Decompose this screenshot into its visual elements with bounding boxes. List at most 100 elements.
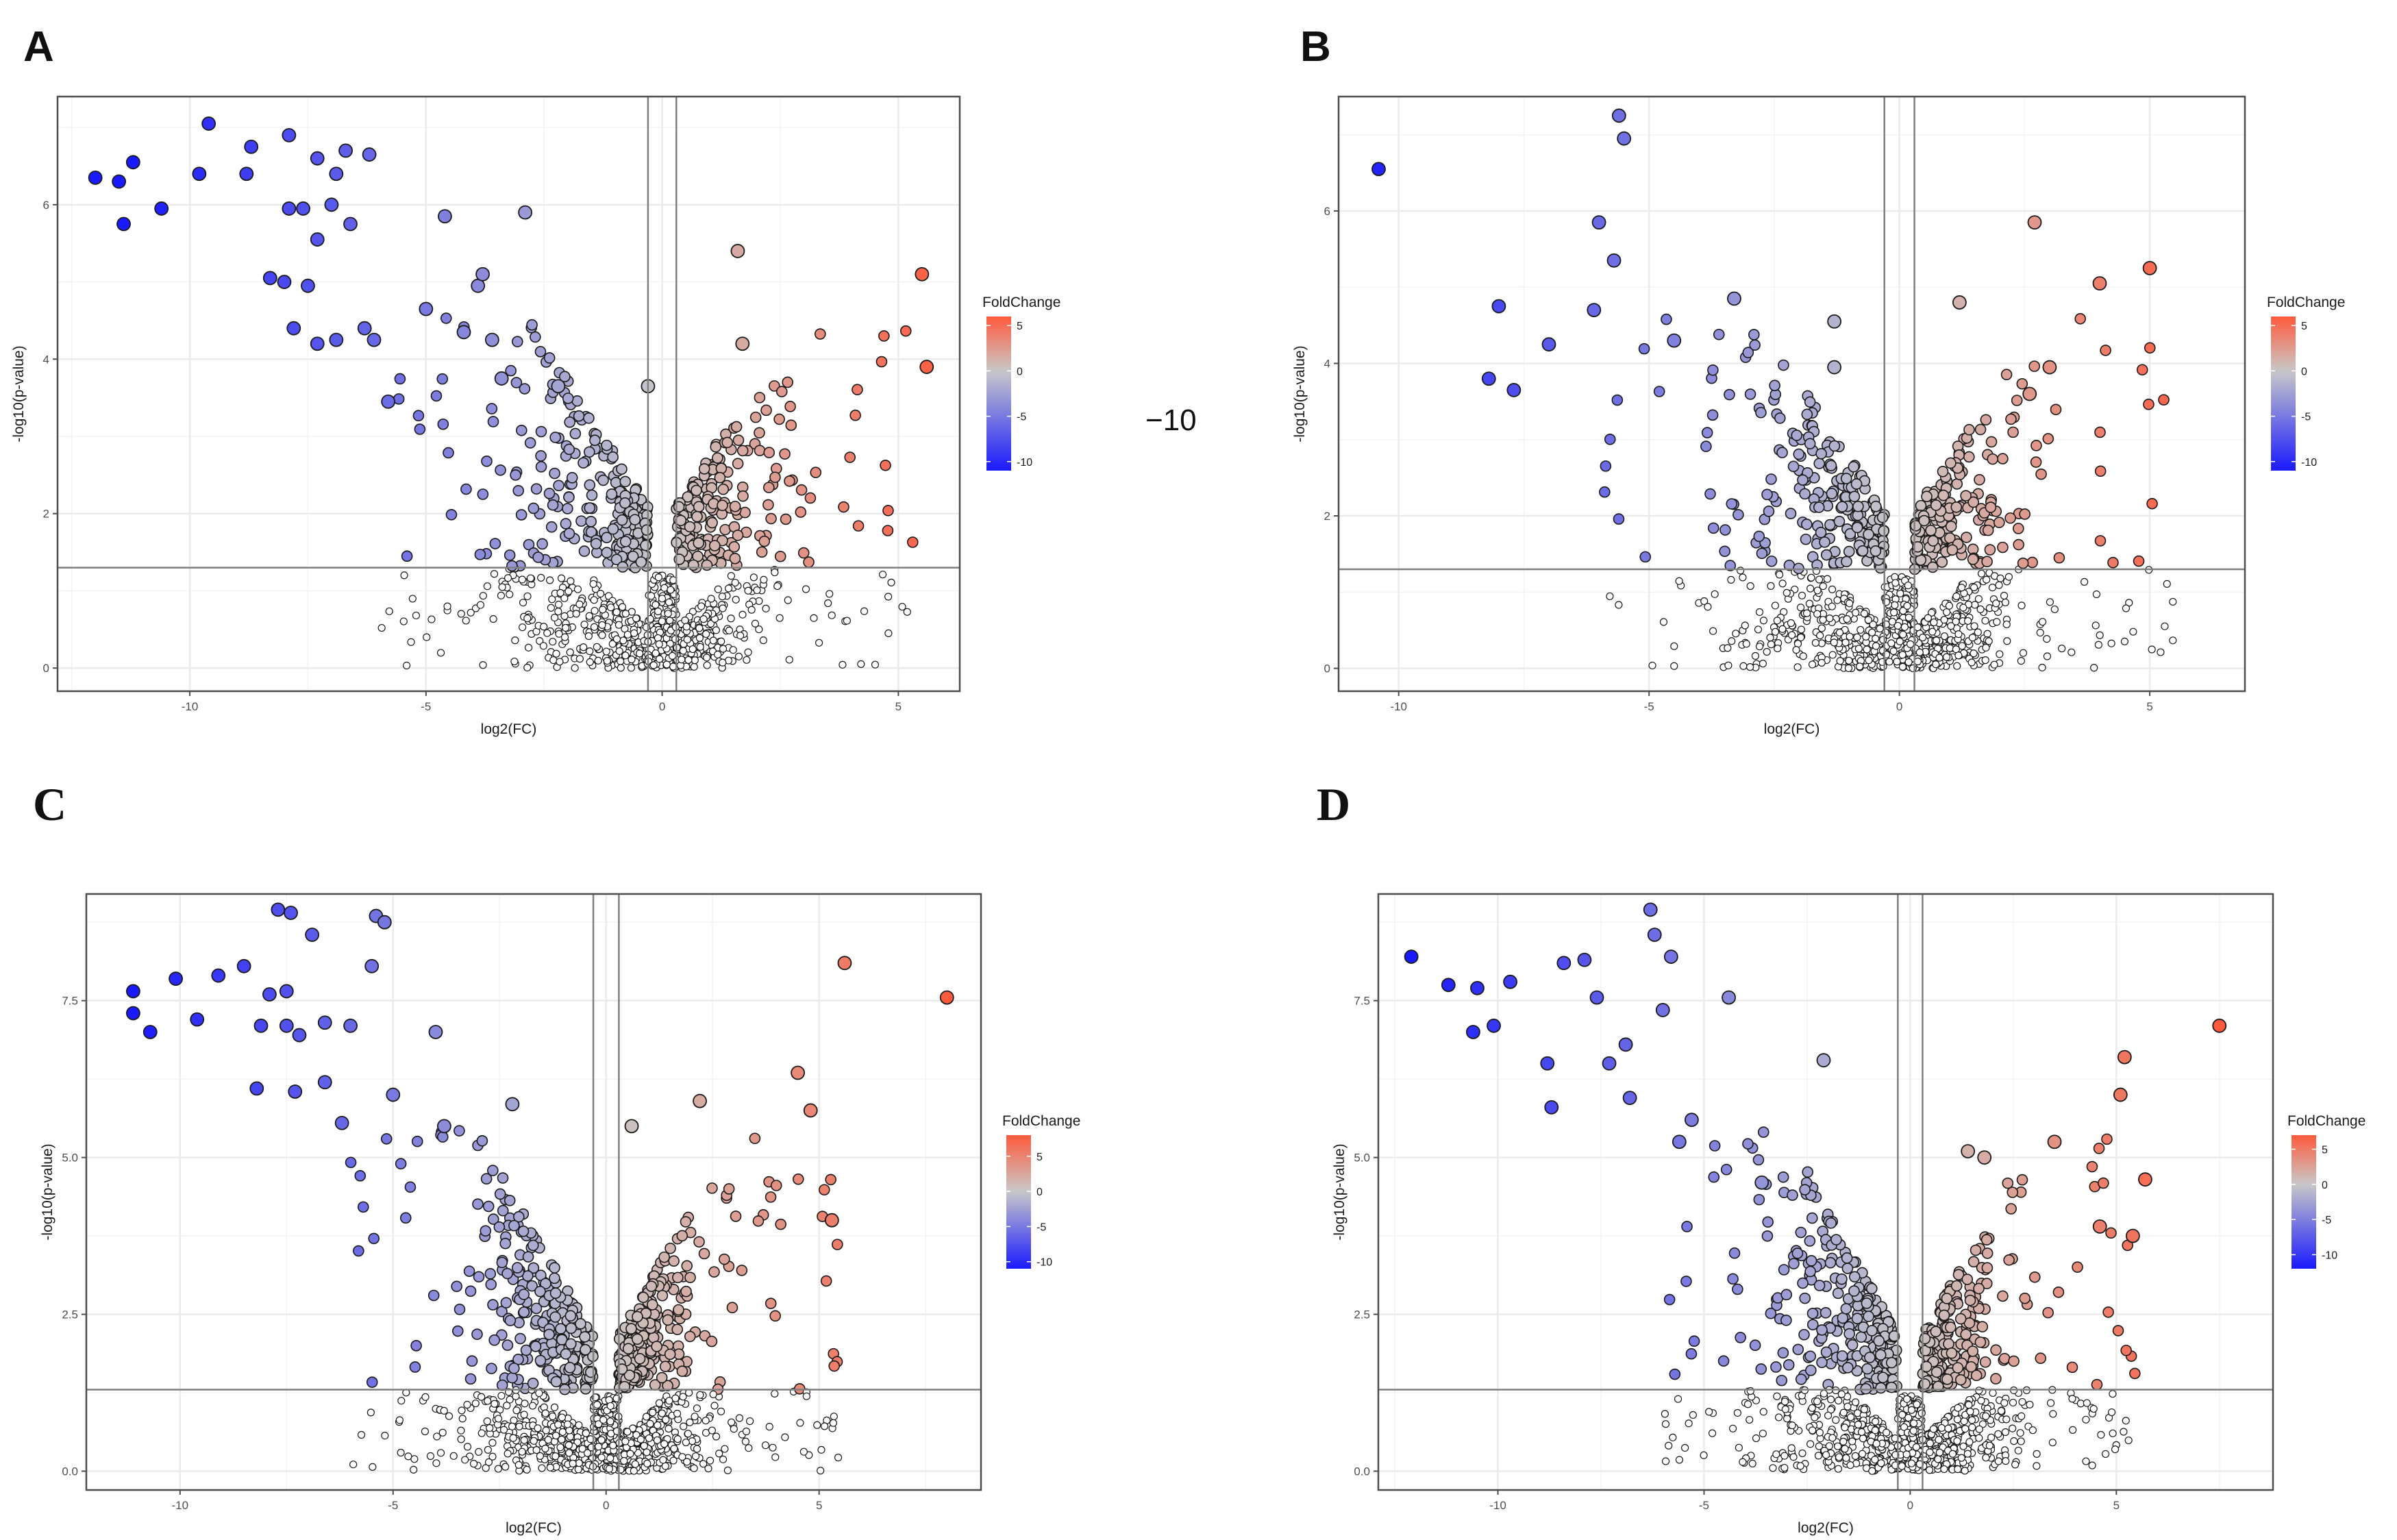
data-point (402, 661, 411, 670)
data-point (2009, 1424, 2017, 1432)
data-point (1935, 1448, 1943, 1456)
data-point (871, 660, 880, 669)
data-point (1780, 1452, 1789, 1460)
data-point (1846, 1461, 1854, 1469)
data-point (1808, 1404, 1816, 1412)
data-point (1866, 1325, 1878, 1337)
data-point (385, 607, 393, 615)
data-point (1820, 1306, 1832, 1319)
data-point (1809, 1426, 1817, 1435)
data-point (1773, 1392, 1781, 1400)
data-point (539, 642, 547, 650)
data-point (1970, 1369, 1983, 1382)
data-point (839, 660, 847, 669)
data-point (530, 331, 541, 343)
data-point (462, 617, 470, 625)
data-point (1843, 1328, 1855, 1340)
data-point (1997, 1406, 2005, 1415)
data-point (1772, 1450, 1780, 1458)
data-point (1717, 1355, 1730, 1367)
data-point (1953, 1415, 1961, 1424)
data-point (590, 596, 598, 604)
data-point (476, 601, 485, 609)
data-point (1961, 1467, 1969, 1475)
data-point (2033, 1450, 2041, 1458)
data-point (495, 464, 506, 476)
data-point (1820, 1389, 1828, 1398)
data-point (564, 416, 575, 428)
data-point (552, 649, 560, 658)
data-point (608, 640, 617, 648)
data-point (709, 636, 717, 645)
data-point (1689, 1411, 1697, 1419)
data-point (562, 623, 570, 632)
data-point (658, 617, 666, 625)
data-point (1946, 1347, 1958, 1359)
data-point (736, 445, 749, 457)
data-point (688, 645, 697, 654)
data-point (779, 448, 791, 460)
data-point (729, 552, 741, 564)
data-point (1835, 1396, 1843, 1405)
data-point (1735, 1332, 1746, 1343)
data-point (815, 638, 823, 647)
data-point (1967, 1345, 1979, 1357)
data-point (489, 538, 501, 549)
data-point (1912, 1443, 1920, 1451)
data-point (1735, 1443, 1743, 1452)
data-point (2068, 1395, 2076, 1403)
data-point (1989, 1389, 1997, 1398)
data-point (1941, 1373, 1953, 1385)
data-point (1907, 1459, 1916, 1467)
panel-label-b: B (1300, 23, 1331, 71)
data-point (530, 483, 543, 495)
data-point (1770, 1361, 1782, 1373)
data-point (550, 613, 559, 622)
data-point (477, 488, 489, 500)
data-point (527, 502, 540, 514)
data-point (1675, 1456, 1684, 1464)
data-point (1960, 1328, 1972, 1341)
data-point (730, 421, 743, 433)
data-point (1813, 1280, 1826, 1291)
panel-label-d: D (1317, 778, 1351, 830)
data-point (875, 356, 888, 368)
data-point (882, 525, 894, 536)
data-point (560, 518, 572, 530)
data-point (423, 633, 431, 641)
data-point (1728, 1247, 1741, 1259)
data-point (443, 447, 454, 459)
data-point (427, 615, 436, 623)
data-point (1954, 1465, 1962, 1474)
data-point (1813, 1398, 1822, 1406)
data-point (1776, 1374, 1788, 1387)
data-point (1851, 1452, 1859, 1460)
data-point (408, 595, 417, 603)
data-point (510, 657, 519, 666)
data-point (2000, 1399, 2009, 1407)
data-point (632, 614, 641, 623)
data-point (760, 404, 772, 417)
data-point (584, 479, 596, 491)
data-point (1798, 1328, 1810, 1341)
data-point (1665, 1441, 1673, 1450)
data-point (1759, 1429, 1767, 1438)
data-point (2028, 1426, 2037, 1435)
data-point (486, 403, 498, 414)
data-point (884, 593, 893, 601)
data-point (1973, 1282, 1985, 1295)
data-point (1990, 1373, 2002, 1384)
data-point (706, 517, 718, 529)
data-point (1708, 1171, 1720, 1183)
data-point (2086, 1160, 2098, 1173)
data-point (1789, 1453, 1798, 1461)
data-point (785, 419, 797, 431)
data-point (1930, 1366, 1943, 1378)
data-point (1842, 1362, 1854, 1374)
data-point (407, 638, 415, 646)
data-point (1935, 1435, 1943, 1444)
data-point (436, 649, 445, 657)
data-point (547, 604, 555, 612)
data-point (481, 455, 493, 467)
data-point (594, 656, 602, 665)
